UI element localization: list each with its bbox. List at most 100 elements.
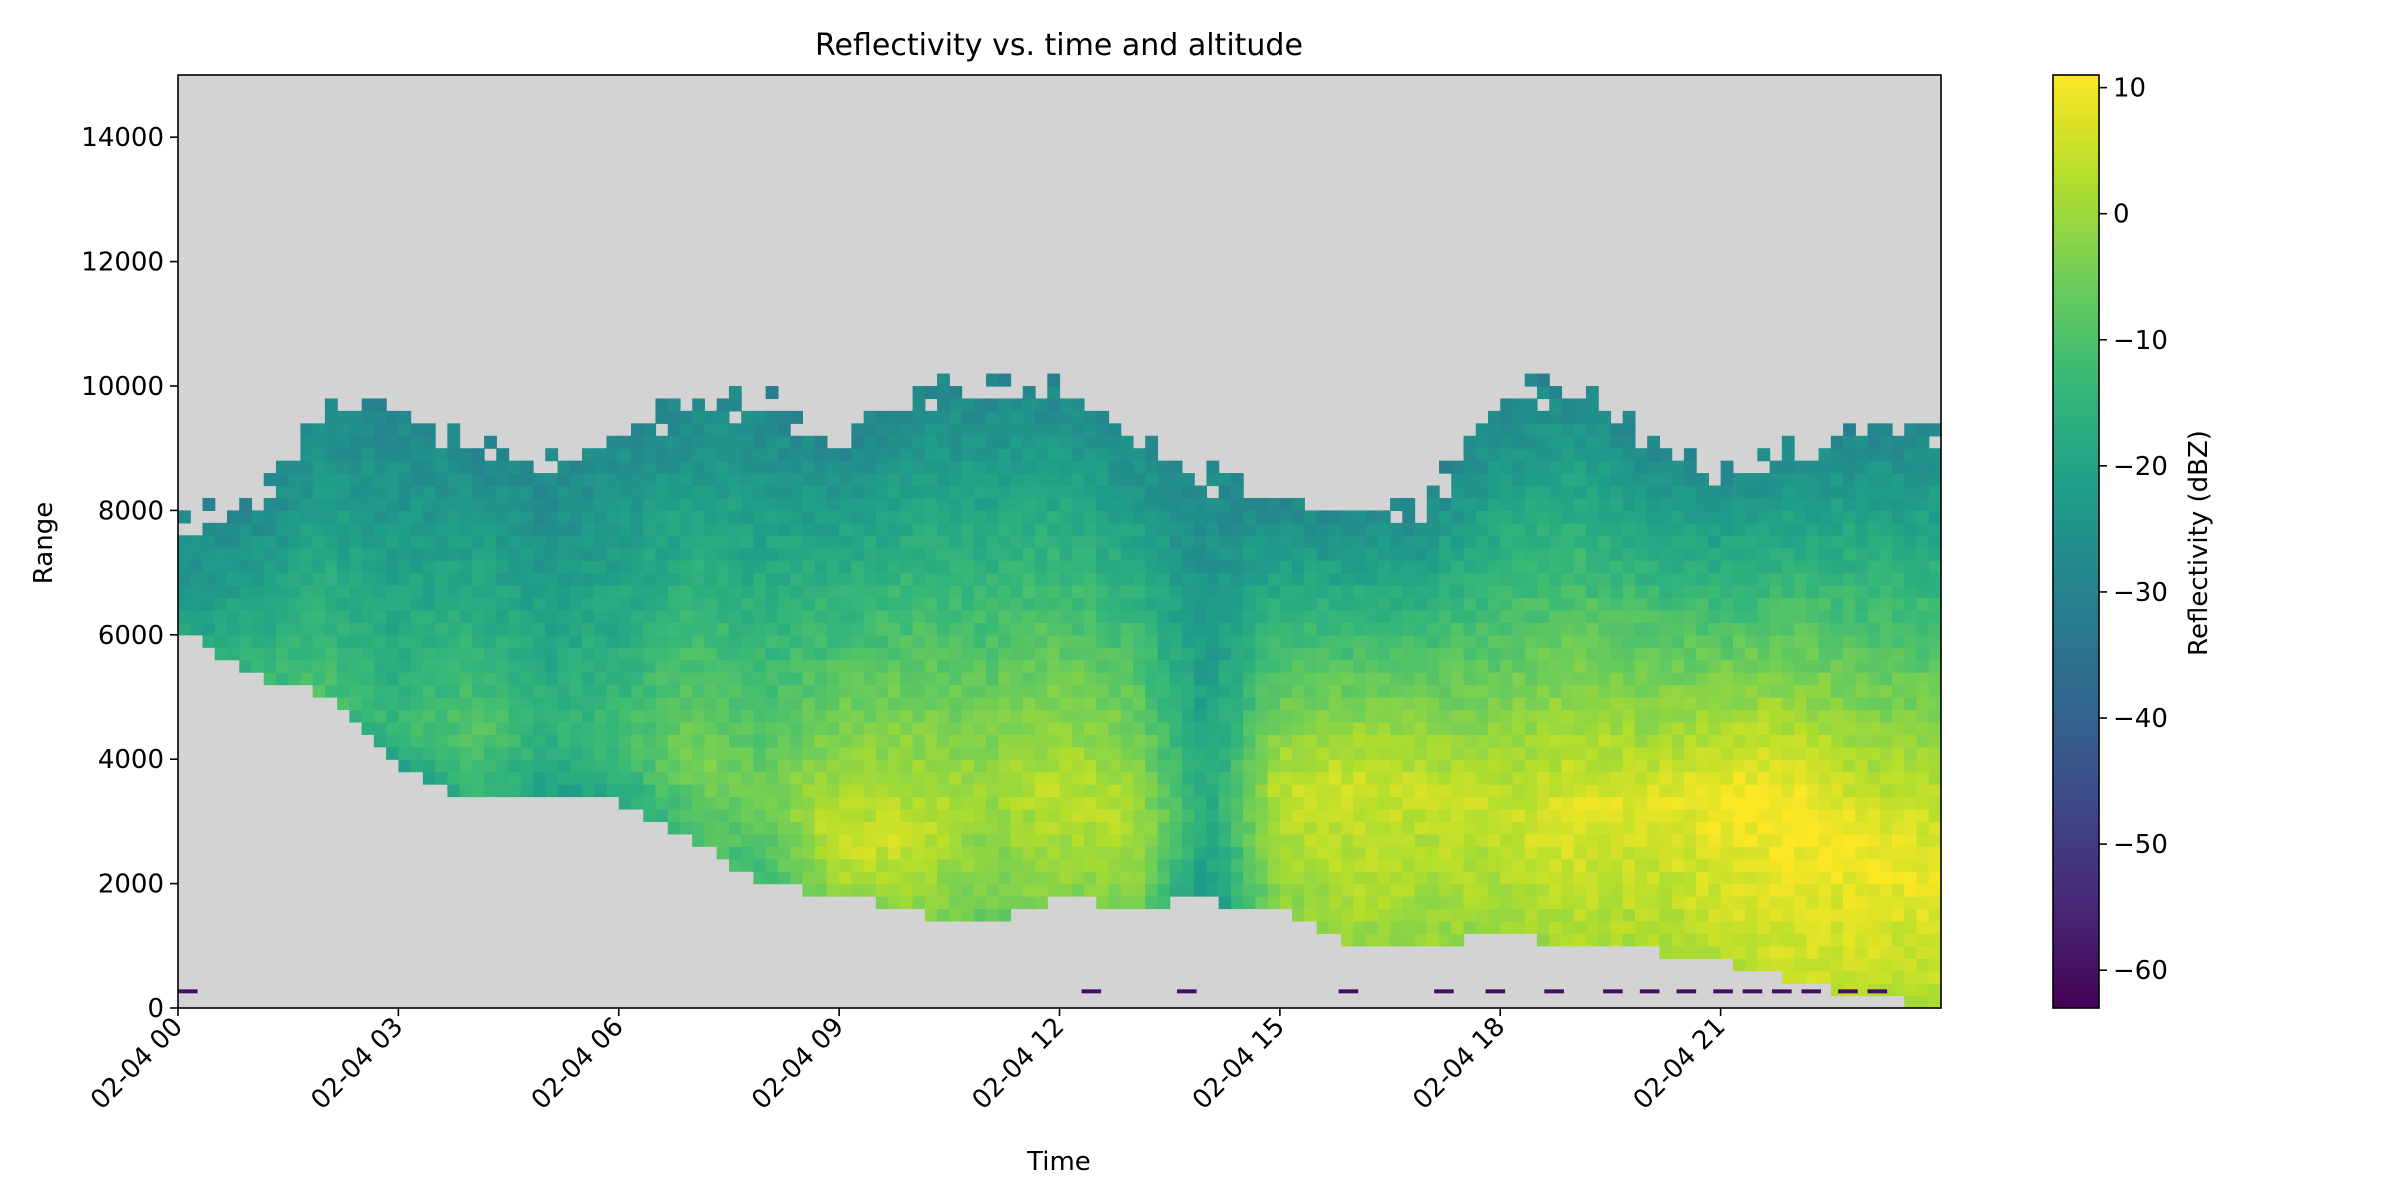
reflectivity-cell bbox=[1353, 522, 1367, 536]
reflectivity-cell bbox=[1341, 883, 1354, 897]
reflectivity-cell bbox=[582, 510, 595, 524]
reflectivity-cell bbox=[594, 746, 608, 760]
reflectivity-cell bbox=[1622, 485, 1636, 499]
reflectivity-cell bbox=[1732, 485, 1746, 499]
reflectivity-cell bbox=[1720, 522, 1734, 536]
reflectivity-cell bbox=[826, 659, 840, 673]
reflectivity-cell bbox=[1304, 896, 1318, 910]
reflectivity-cell bbox=[1316, 821, 1330, 835]
reflectivity-cell bbox=[1500, 448, 1514, 462]
reflectivity-cell bbox=[1622, 821, 1636, 835]
reflectivity-cell bbox=[1757, 597, 1771, 611]
reflectivity-cell bbox=[1341, 647, 1354, 661]
reflectivity-cell bbox=[1451, 846, 1465, 860]
reflectivity-cell bbox=[557, 709, 571, 723]
reflectivity-cell bbox=[1634, 485, 1648, 499]
reflectivity-cell bbox=[1439, 497, 1452, 511]
reflectivity-cell bbox=[753, 833, 767, 847]
reflectivity-cell bbox=[1255, 796, 1269, 810]
reflectivity-cell bbox=[1206, 572, 1220, 586]
reflectivity-cell bbox=[851, 709, 865, 723]
reflectivity-cell bbox=[1573, 398, 1587, 412]
reflectivity-cell bbox=[618, 771, 632, 785]
reflectivity-cell bbox=[1035, 709, 1048, 723]
reflectivity-cell bbox=[679, 684, 693, 698]
reflectivity-cell bbox=[1573, 435, 1587, 449]
reflectivity-cell bbox=[1181, 597, 1195, 611]
reflectivity-cell bbox=[1769, 473, 1783, 487]
reflectivity-cell bbox=[1720, 634, 1734, 648]
reflectivity-cell bbox=[765, 485, 779, 499]
reflectivity-cell bbox=[1622, 560, 1636, 574]
reflectivity-cell bbox=[569, 734, 583, 748]
reflectivity-cell bbox=[1010, 423, 1024, 437]
reflectivity-cell bbox=[1634, 846, 1648, 860]
reflectivity-cell bbox=[1867, 572, 1881, 586]
reflectivity-cell bbox=[1892, 709, 1905, 723]
reflectivity-cell bbox=[1561, 535, 1575, 549]
reflectivity-cell bbox=[1830, 697, 1844, 711]
reflectivity-cell bbox=[790, 784, 803, 798]
reflectivity-cell bbox=[1610, 547, 1624, 561]
reflectivity-cell bbox=[1463, 746, 1477, 760]
reflectivity-cell bbox=[1892, 821, 1905, 835]
reflectivity-cell bbox=[765, 833, 779, 847]
reflectivity-cell bbox=[716, 684, 730, 698]
reflectivity-cell bbox=[1892, 647, 1905, 661]
reflectivity-cell bbox=[1634, 821, 1648, 835]
reflectivity-cell bbox=[912, 721, 926, 735]
reflectivity-cell bbox=[937, 908, 950, 922]
reflectivity-cell bbox=[1671, 572, 1685, 586]
reflectivity-cell bbox=[1377, 871, 1391, 885]
reflectivity-cell bbox=[814, 883, 828, 897]
reflectivity-cell bbox=[912, 734, 926, 748]
reflectivity-cell bbox=[606, 709, 620, 723]
reflectivity-cell bbox=[912, 485, 926, 499]
reflectivity-cell bbox=[1218, 721, 1232, 735]
reflectivity-cell bbox=[912, 585, 926, 599]
reflectivity-cell bbox=[741, 560, 755, 574]
reflectivity-cell bbox=[802, 460, 816, 474]
reflectivity-cell bbox=[777, 746, 791, 760]
reflectivity-cell bbox=[716, 448, 730, 462]
reflectivity-cell bbox=[814, 734, 828, 748]
reflectivity-cell bbox=[1500, 597, 1514, 611]
reflectivity-cell bbox=[1732, 597, 1746, 611]
reflectivity-cell bbox=[398, 597, 412, 611]
reflectivity-cell bbox=[1463, 572, 1477, 586]
reflectivity-cell bbox=[1634, 647, 1648, 661]
reflectivity-cell bbox=[1610, 597, 1624, 611]
reflectivity-cell bbox=[728, 386, 742, 400]
reflectivity-cell bbox=[447, 784, 461, 798]
reflectivity-cell bbox=[594, 647, 608, 661]
reflectivity-cell bbox=[704, 410, 718, 424]
reflectivity-cell bbox=[582, 597, 595, 611]
reflectivity-cell bbox=[1035, 609, 1048, 623]
reflectivity-cell bbox=[312, 473, 326, 487]
reflectivity-cell bbox=[777, 659, 791, 673]
reflectivity-cell bbox=[949, 871, 963, 885]
reflectivity-cell bbox=[1157, 896, 1171, 910]
reflectivity-cell bbox=[202, 572, 216, 586]
reflectivity-cell bbox=[839, 547, 852, 561]
reflectivity-cell bbox=[1304, 821, 1318, 835]
reflectivity-cell bbox=[1475, 846, 1489, 860]
reflectivity-cell bbox=[1439, 933, 1452, 947]
reflectivity-cell bbox=[1022, 808, 1036, 822]
reflectivity-cell bbox=[1843, 908, 1856, 922]
reflectivity-cell bbox=[851, 846, 865, 860]
reflectivity-cell bbox=[949, 398, 963, 412]
reflectivity-cell bbox=[275, 522, 289, 536]
reflectivity-cell bbox=[1426, 858, 1440, 872]
reflectivity-cell bbox=[1536, 858, 1550, 872]
reflectivity-cell bbox=[1035, 485, 1048, 499]
reflectivity-cell bbox=[1267, 535, 1281, 549]
reflectivity-cell bbox=[998, 647, 1012, 661]
reflectivity-cell bbox=[1083, 647, 1097, 661]
reflectivity-cell bbox=[924, 697, 938, 711]
reflectivity-cell bbox=[1610, 672, 1624, 686]
reflectivity-cell bbox=[937, 473, 950, 487]
reflectivity-cell bbox=[937, 746, 950, 760]
reflectivity-cell bbox=[924, 759, 938, 773]
reflectivity-cell bbox=[1806, 771, 1820, 785]
